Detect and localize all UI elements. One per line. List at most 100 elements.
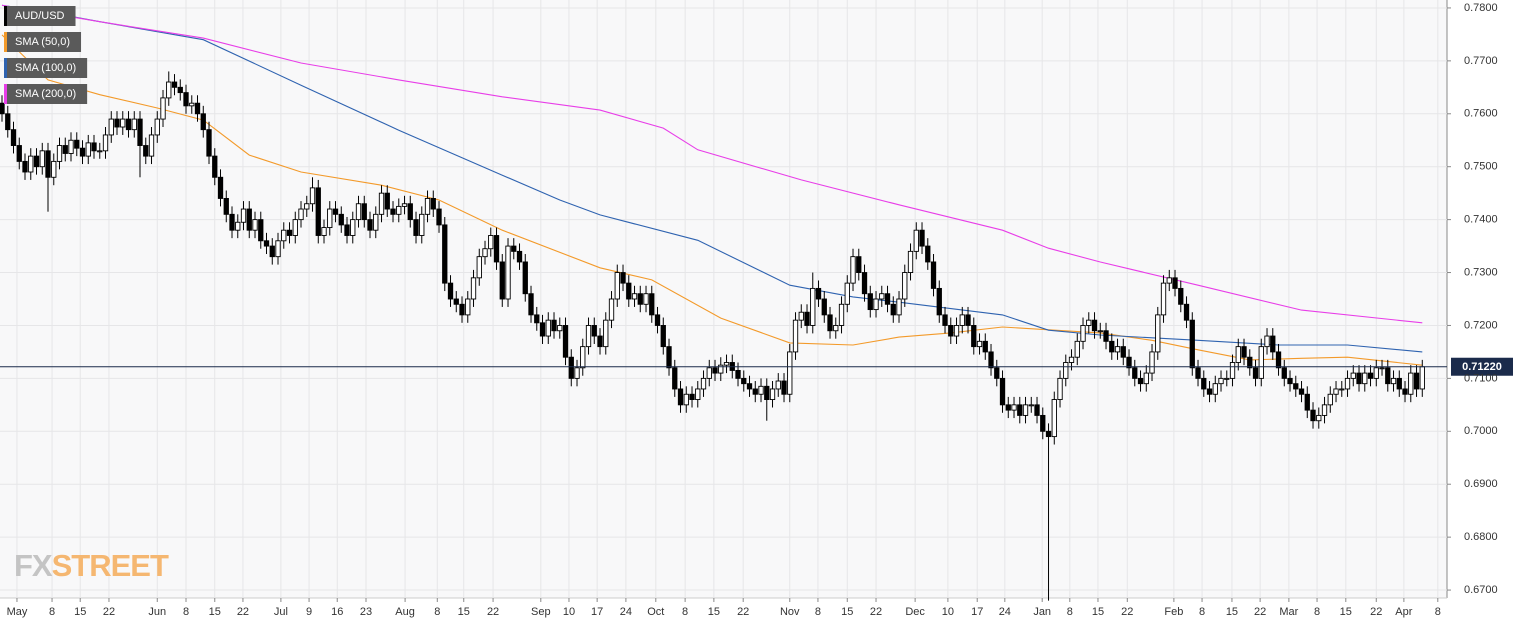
candle-body xyxy=(861,272,868,295)
candle-body xyxy=(654,314,661,326)
candle-body xyxy=(867,293,873,311)
candle-body xyxy=(677,388,684,406)
candle-body xyxy=(235,221,241,231)
candle-body xyxy=(453,298,459,305)
x-tick-label: 15 xyxy=(841,606,853,618)
candle-body xyxy=(890,303,896,316)
candle-body xyxy=(332,208,339,215)
legend-item: AUD/USD xyxy=(4,6,76,26)
candle-body xyxy=(516,250,523,263)
y-tick-label: 0.7500 xyxy=(1464,161,1498,173)
candle-body xyxy=(545,319,551,337)
y-tick-label: 0.7400 xyxy=(1464,214,1498,226)
x-tick-label: 8 xyxy=(815,606,821,618)
y-tick-label: 0.7600 xyxy=(1464,108,1498,120)
candle-body xyxy=(315,187,321,236)
candle-body xyxy=(68,139,74,154)
y-tick-label: 0.7100 xyxy=(1464,372,1498,384)
candle-body xyxy=(252,219,258,231)
candle-body xyxy=(1080,325,1086,342)
candle-body xyxy=(436,208,442,226)
candle-body xyxy=(689,393,695,400)
candle-body xyxy=(850,256,856,284)
candle-body xyxy=(1247,356,1253,369)
legend-swatch xyxy=(4,32,7,52)
x-tick-label: Mar xyxy=(1279,606,1298,618)
watermark-suffix: STREET xyxy=(52,548,169,583)
candle-body xyxy=(683,393,689,406)
y-tick-label: 0.6900 xyxy=(1464,478,1498,490)
candle-body xyxy=(171,81,178,88)
candle-body xyxy=(1287,377,1293,385)
candle-body xyxy=(798,311,804,321)
candle-body xyxy=(1195,367,1201,379)
x-tick-label: May xyxy=(7,606,28,618)
candle-body xyxy=(1063,362,1069,379)
candle-body xyxy=(1258,346,1264,379)
candle-body xyxy=(1241,346,1247,358)
candle-body xyxy=(1166,277,1172,284)
candle-body xyxy=(1189,319,1195,369)
candle-body xyxy=(838,303,845,326)
legend-item: SMA (200,0) xyxy=(4,84,88,104)
candle-body xyxy=(493,235,500,263)
candle-body xyxy=(649,293,655,316)
candle-body xyxy=(568,356,574,379)
candle-body xyxy=(551,319,557,332)
candle-body xyxy=(194,102,201,115)
x-tick-label: 22 xyxy=(1121,606,1133,618)
sma-line xyxy=(1,4,1423,324)
candle-body xyxy=(1091,319,1098,332)
candle-body xyxy=(488,235,494,250)
x-tick-label: 8 xyxy=(434,606,440,618)
candle-body xyxy=(401,203,408,207)
candle-body xyxy=(298,208,304,221)
candle-body xyxy=(948,325,954,337)
candle-body xyxy=(1022,404,1029,416)
candle-body xyxy=(62,145,68,154)
candle-body xyxy=(925,245,931,263)
x-tick-label: 23 xyxy=(360,606,372,618)
candle-body xyxy=(1201,377,1207,390)
sma-line xyxy=(1,4,1423,353)
candle-body xyxy=(1040,414,1046,432)
candle-body xyxy=(125,118,132,131)
candle-body xyxy=(275,240,281,258)
candle-body xyxy=(1074,340,1080,358)
plot-background xyxy=(0,0,1447,598)
candle-body xyxy=(499,261,505,300)
candle-body xyxy=(1229,362,1236,379)
candle-body xyxy=(1235,346,1241,363)
candle-body xyxy=(85,142,91,157)
x-tick-label: 22 xyxy=(103,606,115,618)
candle-body xyxy=(1270,335,1276,353)
y-tick-label: 0.6800 xyxy=(1464,531,1498,543)
x-tick-label: Feb xyxy=(1164,606,1183,618)
candle-body xyxy=(28,155,34,173)
candle-body xyxy=(200,113,206,131)
candle-body xyxy=(1057,377,1063,400)
candle-body xyxy=(562,325,569,358)
candle-body xyxy=(131,118,137,131)
candle-body xyxy=(505,245,511,300)
candle-body xyxy=(1160,282,1167,316)
x-tick-label: 15 xyxy=(74,606,86,618)
candle-body xyxy=(1143,372,1149,385)
candle-body xyxy=(735,369,741,379)
candle-body xyxy=(361,203,367,221)
candle-body xyxy=(1304,393,1310,411)
candle-body xyxy=(10,129,17,146)
candle-body xyxy=(856,256,862,273)
candle-body xyxy=(384,192,390,210)
candle-body xyxy=(1373,367,1379,379)
candle-body xyxy=(1132,367,1138,379)
candle-body xyxy=(189,102,195,107)
candle-body xyxy=(919,229,925,247)
legend-item: SMA (50,0) xyxy=(4,32,82,52)
candle-body xyxy=(1379,367,1385,370)
x-tick-label: Jan xyxy=(1033,606,1051,618)
candle-body xyxy=(603,319,609,348)
candle-body xyxy=(1224,377,1230,380)
candle-body xyxy=(1137,377,1144,385)
candle-body xyxy=(286,229,293,236)
